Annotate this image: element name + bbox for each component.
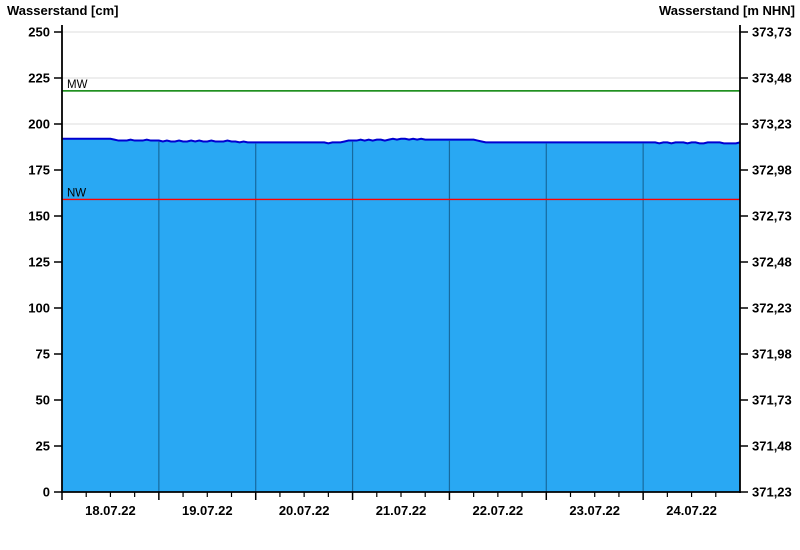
x-date-label: 23.07.22 xyxy=(569,503,620,518)
y-right-tick-label: 371,23 xyxy=(752,485,792,500)
water-line xyxy=(62,137,741,145)
y-right-tick-label: 372,73 xyxy=(752,209,792,224)
y-right-tick-label: 373,73 xyxy=(752,25,792,40)
y-right-tick-label: 373,23 xyxy=(752,117,792,132)
y-left-tick-label: 250 xyxy=(28,25,50,40)
y-left-tick-label: 0 xyxy=(43,485,50,500)
right-axis-title: Wasserstand [m NHN] xyxy=(658,3,795,18)
y-left-tick-label: 100 xyxy=(28,301,50,316)
y-right-tick-label: 371,98 xyxy=(752,347,792,362)
y-right-tick-label: 373,48 xyxy=(752,71,792,86)
y-right-tick-label: 372,48 xyxy=(752,255,792,270)
y-right-tick-label: 372,23 xyxy=(752,301,792,316)
y-right-tick-label: 371,48 xyxy=(752,439,792,454)
left-axis-title: Wasserstand [cm] xyxy=(7,3,119,18)
y-left-tick-label: 225 xyxy=(28,71,50,86)
water-area xyxy=(62,138,740,492)
y-right-tick-label: 371,73 xyxy=(752,393,792,408)
x-date-label: 24.07.22 xyxy=(666,503,717,518)
y-left-tick-label: 75 xyxy=(36,347,50,362)
mw-label: MW xyxy=(67,79,88,91)
x-date-label: 20.07.22 xyxy=(279,503,330,518)
y-left-tick-label: 175 xyxy=(28,163,50,178)
y-left-tick-label: 125 xyxy=(28,255,50,270)
x-date-label: 19.07.22 xyxy=(182,503,233,518)
x-date-label: 22.07.22 xyxy=(473,503,524,518)
y-right-tick-label: 372,98 xyxy=(752,163,792,178)
nw-label: NW xyxy=(67,187,86,199)
y-left-tick-label: 25 xyxy=(36,439,50,454)
y-left-tick-label: 50 xyxy=(36,393,50,408)
x-date-label: 18.07.22 xyxy=(85,503,136,518)
y-left-tick-label: 200 xyxy=(28,117,50,132)
y-left-tick-label: 150 xyxy=(28,209,50,224)
x-date-label: 21.07.22 xyxy=(376,503,427,518)
